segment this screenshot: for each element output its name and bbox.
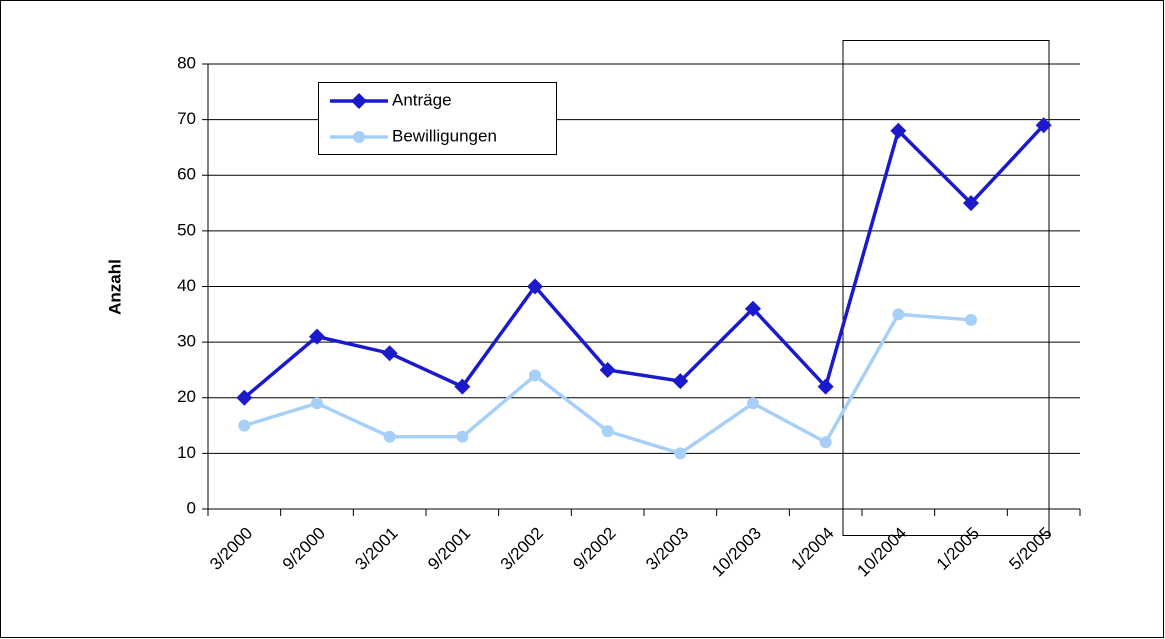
marker [601,425,614,438]
marker [892,308,905,321]
marker [747,397,759,410]
y-tick-label: 40 [177,276,196,295]
marker [454,378,471,395]
y-tick-label: 70 [177,109,196,128]
y-tick-label: 60 [177,165,196,184]
marker [236,389,253,406]
y-tick-label: 50 [177,220,196,239]
legend-label: Anträge [392,90,452,109]
marker [527,278,543,295]
y-tick-label: 20 [177,387,196,406]
marker [599,361,616,378]
marker [890,122,907,139]
marker [456,430,469,443]
legend-label: Bewilligungen [392,126,497,145]
marker [672,373,689,390]
y-tick-label: 80 [177,53,196,72]
marker [383,430,396,443]
marker [351,93,367,109]
marker [1035,117,1052,134]
marker [817,378,834,395]
series-line [243,123,1045,400]
y-tick-label: 10 [177,443,196,462]
marker [529,369,541,382]
marker [963,195,979,212]
y-axis-label: Anzahl [105,259,124,315]
y-tick-label: 0 [187,498,196,517]
marker [238,419,251,432]
marker [965,313,977,326]
marker [311,397,323,410]
marker [819,436,832,449]
marker [309,328,325,345]
y-tick-label: 30 [177,332,196,351]
marker [353,131,365,143]
marker [381,345,398,362]
marker [674,447,687,460]
highlight-box [842,40,1050,536]
marker [745,300,761,317]
